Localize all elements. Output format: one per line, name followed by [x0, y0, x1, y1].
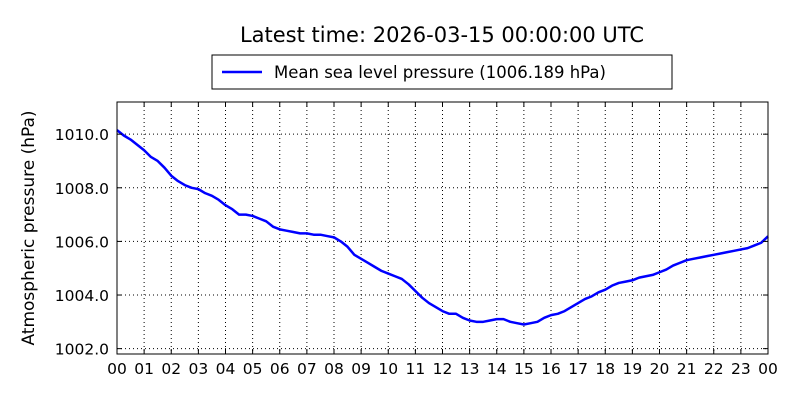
x-tick-label: 21: [677, 360, 697, 378]
x-tick-label: 03: [189, 360, 209, 378]
x-tick-label: 08: [324, 360, 344, 378]
x-tick-label: 01: [134, 360, 154, 378]
x-tick-label: 00: [758, 360, 778, 378]
x-tick-label: 10: [378, 360, 398, 378]
x-tick-label: 04: [216, 360, 236, 378]
legend-box: [211, 54, 673, 90]
y-axis-label: Atmospheric pressure (hPa): [19, 110, 39, 345]
series-line-mean-sea-level-pressure: [116, 129, 769, 326]
x-tick-label: 02: [161, 360, 181, 378]
x-tick-label: 16: [541, 360, 561, 378]
x-tick-label: 09: [351, 360, 371, 378]
x-tick-label: 12: [433, 360, 453, 378]
x-tick-label: 19: [623, 360, 643, 378]
plot-frame: [116, 101, 769, 355]
x-tick-label: 11: [406, 360, 426, 378]
y-tick-label: 1006.0: [55, 233, 109, 251]
x-tick-label: 13: [460, 360, 480, 378]
x-tick-label: 07: [297, 360, 317, 378]
x-tick-label: 00: [107, 360, 127, 378]
x-tick-label: 23: [731, 360, 751, 378]
y-tick-label: 1008.0: [55, 180, 109, 198]
axis-ticks: 00 01 02 03 04 05 06 07 08 09 10 11 12 13 14 15 16 17 18 19…: [55, 102, 778, 378]
legend: Mean sea level pressure (1006.189 hPa): [211, 54, 673, 90]
x-tick-label: 22: [704, 360, 724, 378]
x-tick-label: 06: [270, 360, 290, 378]
chart-title: Latest time: 2026-03-15 00:00:00 UTC: [240, 23, 644, 47]
x-tick-label: 14: [487, 360, 507, 378]
series-layer: [116, 129, 769, 326]
y-tick-label: 1004.0: [55, 287, 109, 305]
x-tick-label: 17: [568, 360, 588, 378]
grid-lines: [117, 102, 768, 354]
x-tick-label: 18: [595, 360, 615, 378]
x-tick-label: 15: [514, 360, 534, 378]
x-tick-label: 05: [243, 360, 263, 378]
y-tick-label: 1010.0: [55, 126, 109, 144]
y-tick-label: 1002.0: [55, 341, 109, 359]
legend-label: Mean sea level pressure (1006.189 hPa): [274, 63, 606, 82]
x-tick-label: 20: [650, 360, 670, 378]
